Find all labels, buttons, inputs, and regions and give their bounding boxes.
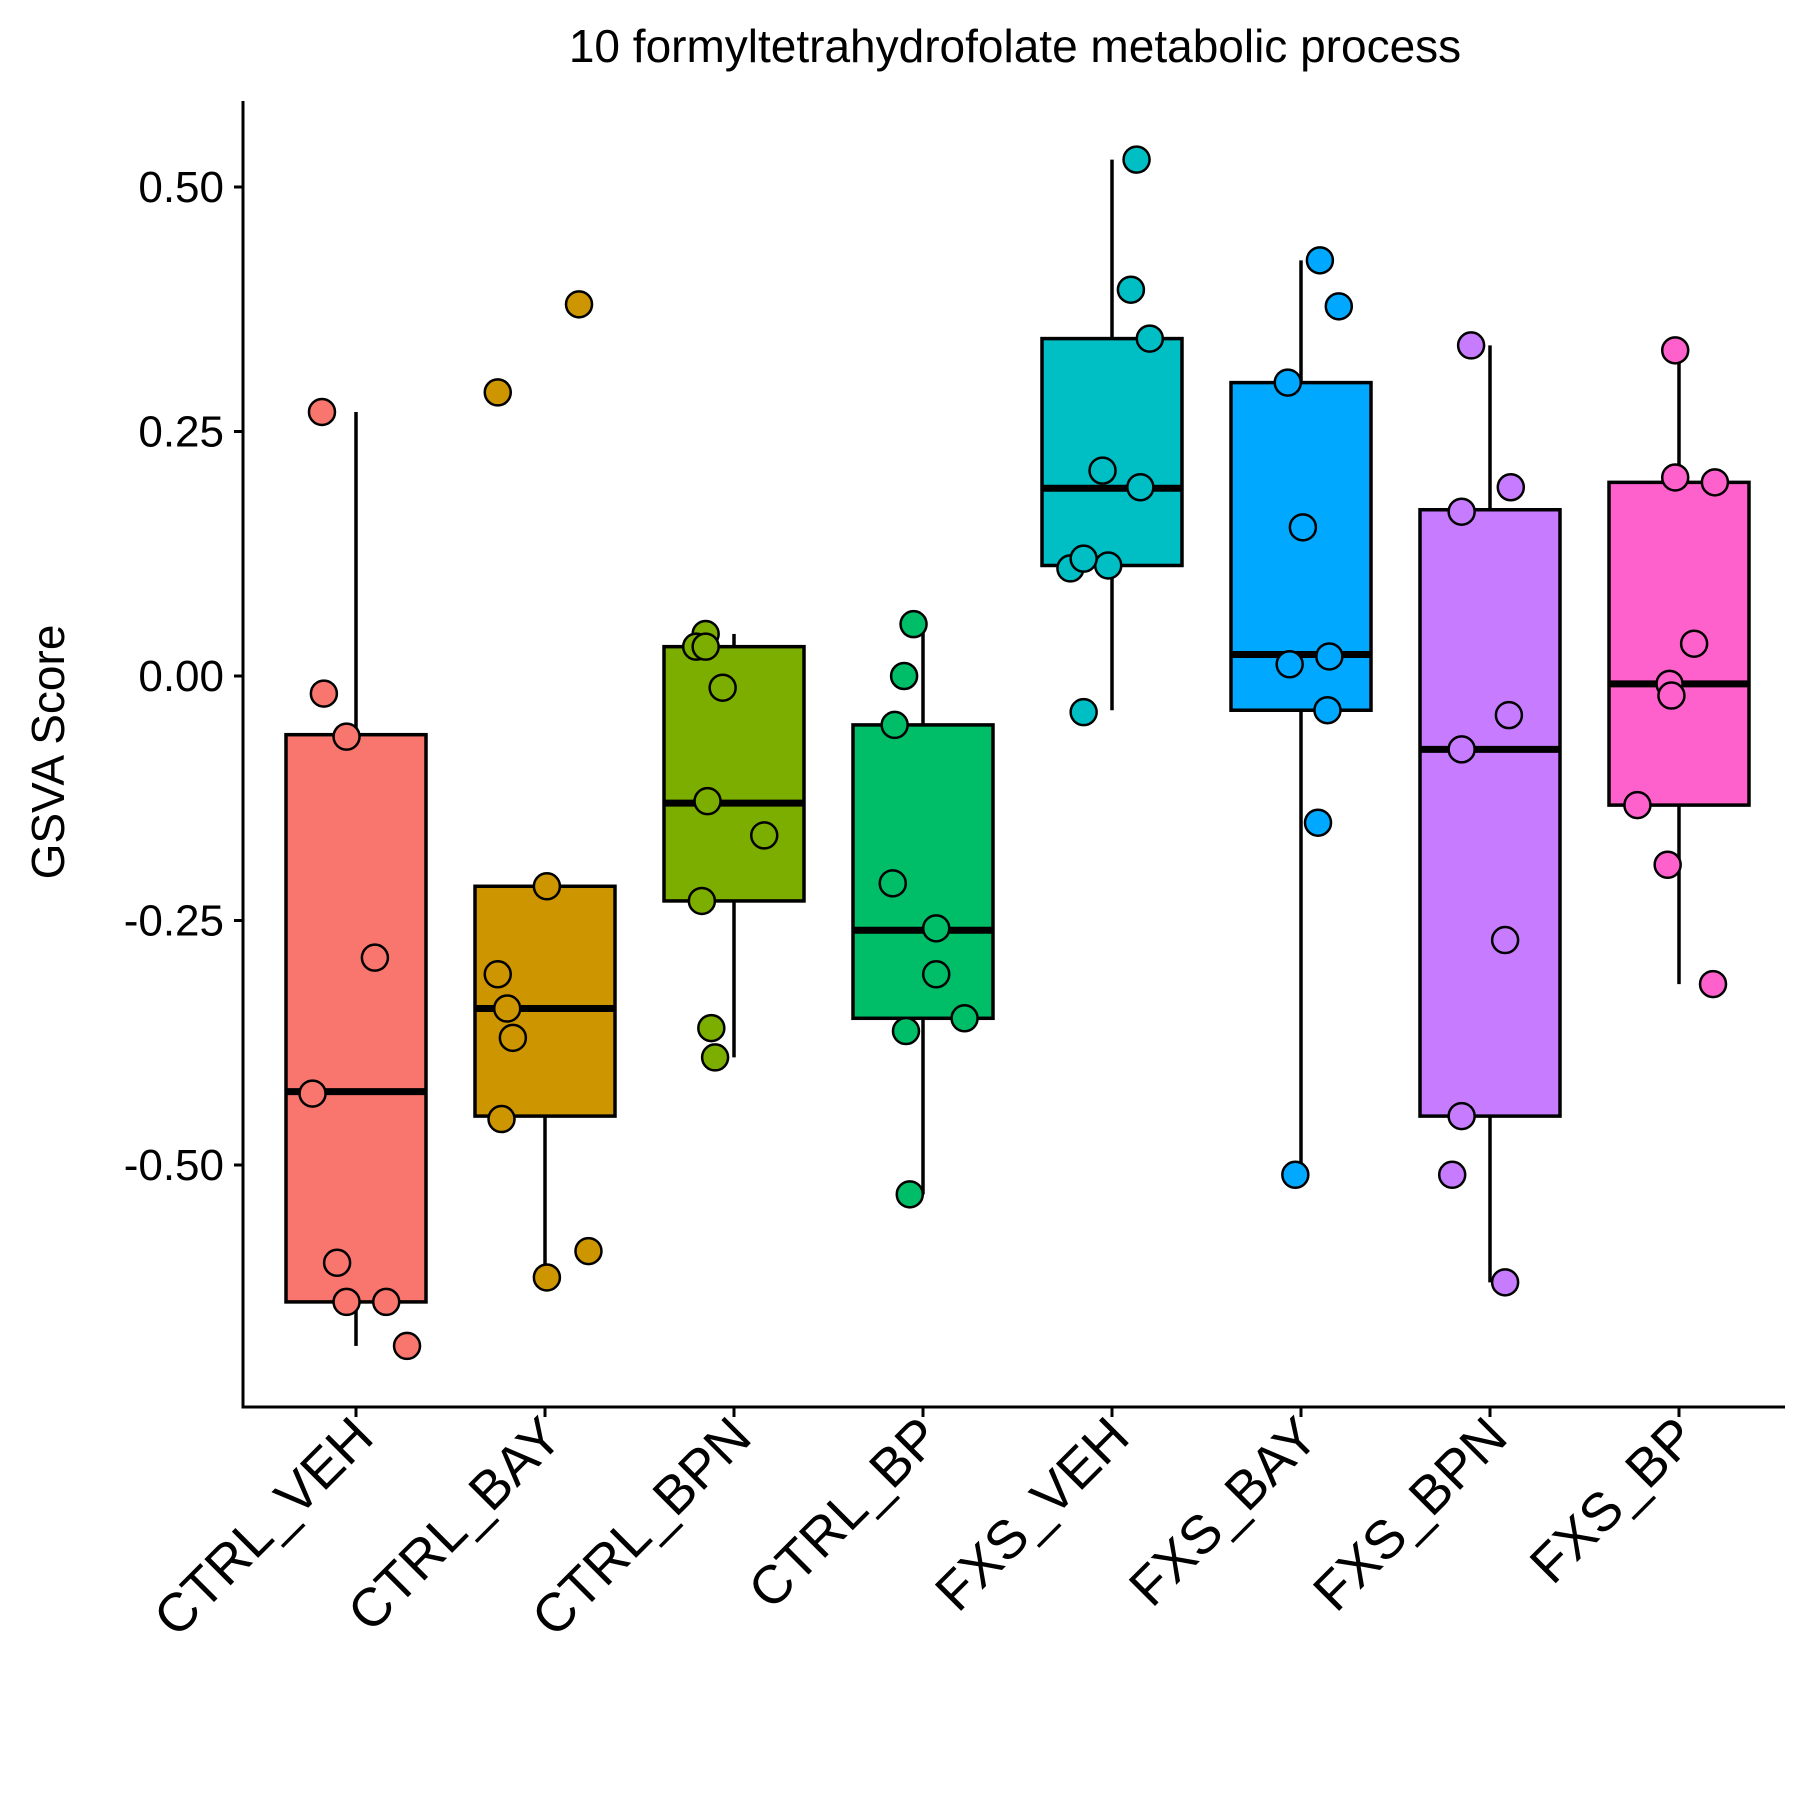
data-point — [749, 821, 779, 850]
data-point — [1700, 468, 1730, 497]
data-point — [687, 886, 717, 916]
data-point — [1437, 1160, 1467, 1190]
data-point — [322, 1248, 352, 1278]
data-point — [921, 914, 951, 943]
data-point — [697, 1013, 726, 1043]
data-point — [1088, 456, 1117, 485]
data-point — [1315, 642, 1344, 671]
data-point — [1496, 472, 1526, 502]
box — [284, 732, 428, 1304]
x-tick-label: CTRL_BP — [737, 1406, 951, 1620]
data-point — [492, 994, 522, 1023]
data-point — [564, 290, 594, 319]
data-point — [691, 632, 720, 661]
data-point — [1305, 246, 1335, 275]
data-point — [880, 710, 909, 740]
data-point — [498, 1023, 528, 1053]
data-point — [1456, 331, 1486, 360]
data-point — [1490, 925, 1520, 955]
axes — [241, 101, 1785, 1409]
box — [1607, 480, 1751, 807]
y-axis-label: GSVA Score — [22, 625, 74, 880]
y-tick-label: 0.00 — [138, 652, 224, 701]
data-point — [1273, 368, 1303, 397]
box-group-CTRL_BAY — [473, 290, 617, 1292]
box — [1040, 336, 1184, 568]
data-point — [1116, 275, 1146, 304]
data-point — [332, 722, 361, 751]
data-point — [878, 869, 908, 898]
data-point — [1698, 969, 1728, 999]
data-point — [371, 1287, 401, 1317]
data-point — [1275, 650, 1304, 679]
data-point — [483, 378, 512, 407]
data-point — [1447, 1101, 1476, 1131]
data-point — [1657, 681, 1686, 710]
data-point — [1660, 336, 1690, 365]
data-point — [1069, 544, 1098, 573]
data-point — [700, 1043, 730, 1072]
plot-area — [284, 145, 1751, 1361]
data-point — [532, 872, 562, 901]
data-point — [483, 960, 512, 989]
data-point — [1303, 808, 1333, 837]
box-group-FXS_BP — [1607, 336, 1751, 999]
data-point — [899, 609, 928, 639]
box-group-FXS_VEH — [1040, 145, 1184, 727]
data-point — [332, 1287, 361, 1317]
data-point — [1324, 292, 1354, 321]
x-tick-label: FXS_BAY — [1118, 1406, 1330, 1618]
data-point — [307, 397, 337, 427]
data-point — [1313, 695, 1342, 725]
box-group-FXS_BAY — [1229, 246, 1373, 1190]
x-axis-ticks: CTRL_VEHCTRL_BAYCTRL_BPNCTRL_BPFXS_VEHFX… — [143, 1406, 1708, 1648]
data-point — [1623, 790, 1652, 820]
chart-title: 10 formyltetrahydrofolate metabolic proc… — [569, 20, 1461, 72]
x-tick-label: FXS_BP — [1519, 1406, 1708, 1595]
data-point — [360, 943, 390, 972]
y-tick-label: 0.50 — [138, 163, 224, 212]
x-tick-label: FXS_VEH — [924, 1406, 1140, 1622]
data-point — [1135, 324, 1165, 353]
data-point — [693, 786, 722, 816]
data-point — [1122, 145, 1151, 174]
data-point — [1653, 850, 1682, 880]
y-tick-label: -0.50 — [124, 1141, 224, 1190]
box — [1418, 507, 1562, 1118]
data-point — [1490, 1268, 1520, 1297]
data-point — [532, 1263, 562, 1292]
data-point — [891, 1016, 921, 1046]
data-point — [1281, 1160, 1310, 1190]
data-point — [1660, 463, 1690, 492]
box-group-CTRL_BP — [851, 609, 995, 1209]
data-point — [1447, 497, 1476, 526]
data-point — [392, 1331, 422, 1361]
data-point — [1679, 629, 1709, 658]
data-point — [574, 1236, 603, 1266]
data-point — [1069, 697, 1098, 727]
data-point — [889, 661, 919, 691]
box-group-FXS_BPN — [1418, 331, 1562, 1297]
y-axis-ticks: 0.50 0.25 0.00 -0.25 -0.50 — [124, 163, 243, 1190]
data-point — [1093, 551, 1123, 580]
data-point — [950, 1004, 979, 1033]
x-tick-label: FXS_BPN — [1302, 1406, 1518, 1622]
data-point — [487, 1104, 516, 1134]
data-point — [1494, 700, 1524, 730]
data-point — [895, 1180, 925, 1209]
data-point — [921, 960, 951, 989]
data-point — [1126, 472, 1155, 502]
data-point — [1288, 513, 1318, 542]
box-group-CTRL_BPN — [662, 619, 806, 1072]
data-point — [298, 1079, 327, 1108]
data-point — [708, 673, 737, 702]
y-tick-label: -0.25 — [124, 897, 224, 946]
data-point — [1447, 735, 1476, 764]
box-group-CTRL_VEH — [284, 397, 428, 1361]
data-point — [309, 679, 339, 708]
y-tick-label: 0.25 — [138, 408, 224, 457]
